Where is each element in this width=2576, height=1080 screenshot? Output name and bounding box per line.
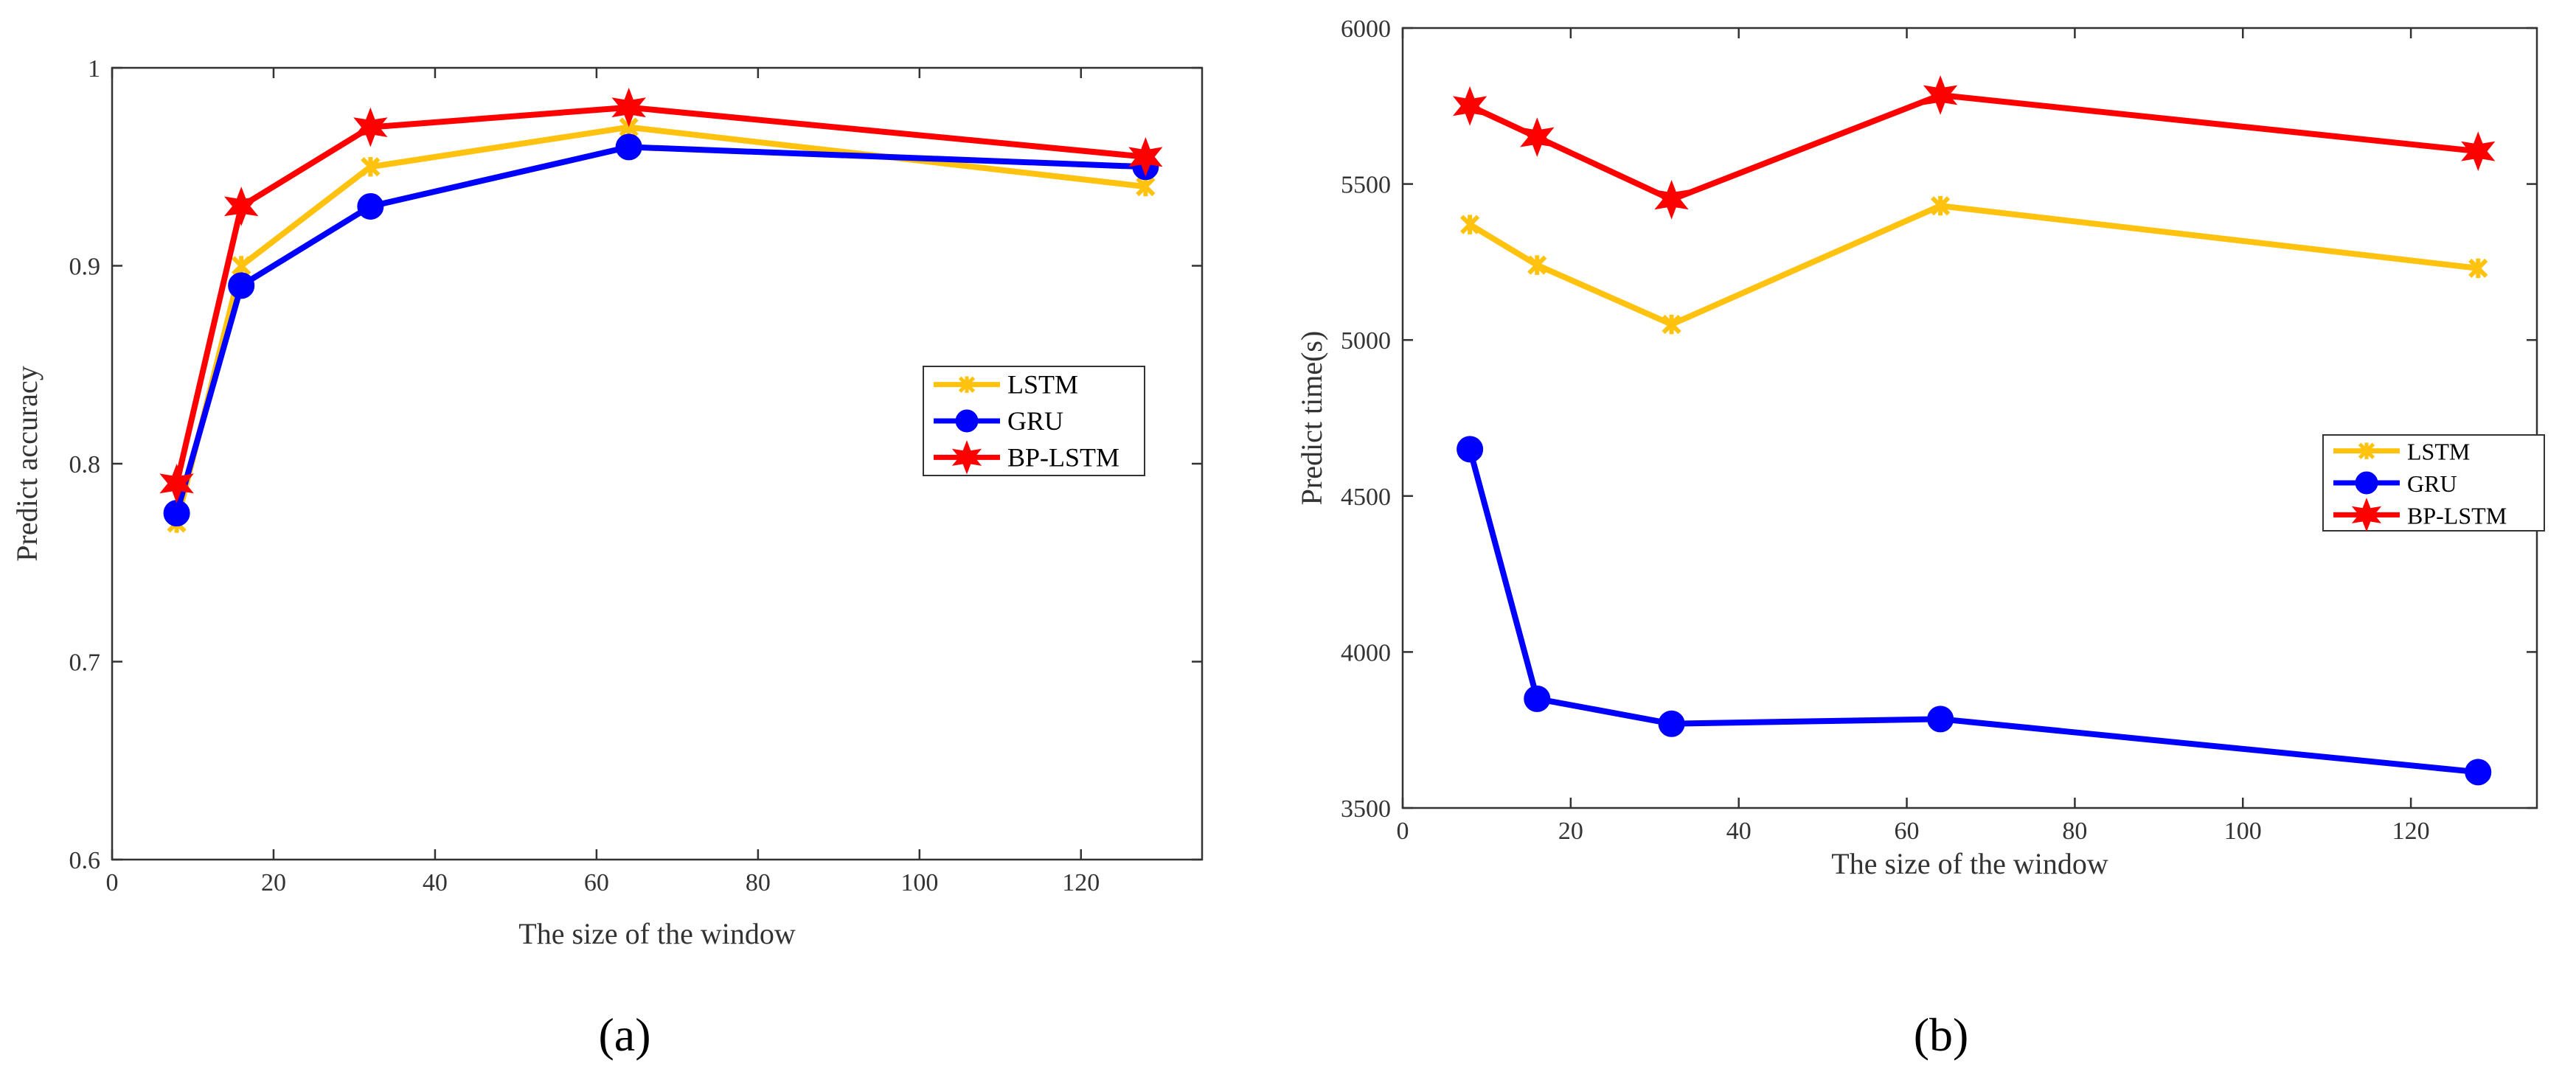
data-point-gru	[163, 500, 190, 527]
data-point-gru	[1524, 685, 1551, 712]
data-point-bp-lstm	[1923, 75, 1958, 115]
y-tick-label: 0.6	[69, 847, 101, 874]
data-point-lstm	[1136, 176, 1156, 197]
data-point-gru	[2465, 759, 2492, 786]
legend-a: LSTM GRU BP-LSTM	[923, 366, 1145, 476]
data-point-lstm-shape	[1527, 255, 1547, 275]
y-tick-label: 4500	[1341, 484, 1391, 511]
data-point-bp-lstm	[159, 463, 194, 504]
data-point-bp-lstm	[1452, 86, 1487, 126]
legend-marker-gru	[2355, 471, 2378, 495]
panel-label: (b)	[1914, 1008, 1969, 1061]
x-tick-label: 0	[106, 869, 119, 896]
data-point-lstm-shape	[1931, 196, 1951, 216]
y-tick-label: 5500	[1341, 172, 1391, 199]
x-tick-label: 40	[423, 869, 448, 896]
legend-label-bp-lstm: BP-LSTM	[1007, 442, 1119, 472]
data-point-lstm-shape	[1460, 215, 1480, 234]
x-tick-label: 20	[1558, 818, 1583, 845]
data-point-lstm-shape	[361, 157, 381, 177]
data-point-gru	[1927, 706, 1954, 733]
plot-area-b	[1401, 27, 2538, 809]
data-point-lstm	[1460, 215, 1480, 234]
data-point-bp-lstm	[223, 187, 259, 226]
y-tick-label: 3500	[1341, 795, 1391, 823]
y-tick-label: 6000	[1341, 15, 1391, 43]
data-point-lstm	[2468, 258, 2488, 279]
legend-label-lstm: LSTM	[1007, 370, 1078, 400]
x-tick-label: 40	[1726, 818, 1752, 845]
data-point-gru	[615, 133, 642, 161]
x-tick-label: 120	[2392, 818, 2430, 845]
y-tick-label: 1	[88, 55, 100, 83]
data-point-lstm-shape	[232, 256, 251, 276]
legend-marker-lstm	[2358, 442, 2375, 459]
legend-label-lstm: LSTM	[2407, 439, 2470, 465]
legend-marker-bp-lstm	[2351, 498, 2382, 532]
legend-b: LSTM GRU BP-LSTM	[2322, 434, 2545, 532]
data-point-bp-lstm	[611, 87, 646, 128]
x-axis-label: The size of the window	[1831, 847, 2108, 880]
data-point-gru	[1658, 710, 1685, 737]
data-point-lstm	[1931, 196, 1951, 216]
legend-label-gru: GRU	[1007, 406, 1063, 436]
data-point-bp-lstm	[353, 107, 388, 147]
x-tick-label: 20	[261, 869, 286, 896]
data-point-gru	[1457, 436, 1484, 463]
chart-panel-b: 0 20 40 60 80 100 120 3500 4000 4500 5000 5500 6000 T…	[1295, 15, 2545, 1061]
data-point-bp-lstm	[1520, 117, 1555, 157]
y-tick-label: 0.8	[69, 451, 101, 478]
x-tick-label: 60	[1895, 818, 1920, 845]
y-tick-label: 4000	[1341, 639, 1391, 666]
data-point-gru	[228, 272, 255, 299]
data-point-lstm	[232, 256, 251, 276]
x-tick-label: 120	[1062, 869, 1100, 896]
legend-marker-gru	[955, 409, 979, 433]
x-tick-label: 60	[584, 869, 609, 896]
data-point-lstm	[1662, 314, 1681, 335]
legend-label-bp-lstm: BP-LSTM	[2407, 502, 2507, 529]
y-axis-label: Predict time(s)	[1295, 331, 1328, 506]
x-tick-label: 80	[746, 869, 771, 896]
y-tick-label: 5000	[1341, 327, 1391, 355]
data-point-lstm-shape	[1136, 176, 1156, 197]
legend-marker-lstm-shape	[2358, 442, 2375, 459]
series-line-bp-lstm	[1468, 92, 2479, 203]
x-tick-label: 80	[2062, 818, 2087, 845]
data-point-bp-lstm	[1128, 136, 1163, 177]
legend-marker-lstm-shape	[958, 376, 976, 393]
data-point-lstm-shape	[1662, 314, 1681, 335]
data-point-gru	[357, 192, 384, 220]
series-line-lstm	[1468, 203, 2479, 327]
x-axis-label: The size of the window	[518, 917, 796, 950]
panel-label: (a)	[598, 1008, 650, 1061]
x-tick-label: 0	[1397, 818, 1409, 845]
legend-label-gru: GRU	[2407, 470, 2457, 497]
x-tick-label: 100	[900, 869, 938, 896]
data-point-lstm-shape	[2468, 258, 2488, 279]
y-tick-label: 0.7	[69, 649, 101, 677]
y-tick-label: 0.9	[69, 254, 101, 281]
data-point-lstm	[361, 157, 381, 177]
data-point-bp-lstm	[2461, 131, 2496, 172]
data-point-lstm	[1527, 255, 1547, 275]
legend-marker-lstm	[958, 376, 976, 393]
chart-panel-a: 0 20 40 60 80 100 120 0.6 0.7 0.8 0.9 1 The size of …	[10, 55, 1204, 1061]
x-tick-label: 100	[2224, 818, 2262, 845]
y-axis-label: Predict accuracy	[10, 366, 44, 561]
legend-marker-bp-lstm	[951, 440, 982, 475]
data-point-bp-lstm	[1654, 179, 1689, 220]
